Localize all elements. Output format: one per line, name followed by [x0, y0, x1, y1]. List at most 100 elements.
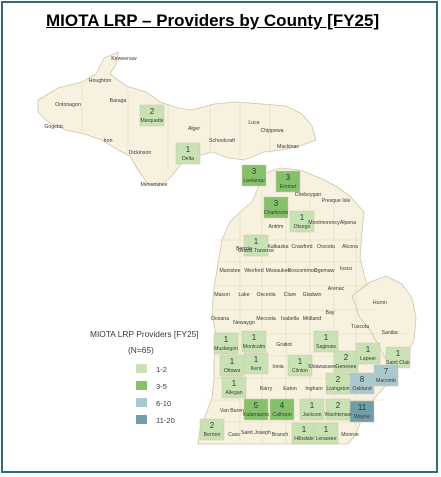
county-fill-allegan [221, 376, 247, 399]
county-name-sanilac: Sanilac [381, 330, 398, 336]
county-fill-charlevoix [263, 196, 289, 219]
county-name-branch: Branch [272, 432, 289, 438]
county-count-muskegon: 1 [224, 335, 229, 344]
county-name-genesee: Genesee [335, 364, 356, 370]
county-name-benzie: Benzie [236, 246, 252, 252]
county-fill-marquette [139, 104, 165, 127]
county-fill-emmet [275, 170, 301, 193]
county-count-marquette: 2 [150, 107, 155, 116]
county-fill-kent [243, 352, 269, 375]
county-name-muskegon: Muskegon [214, 346, 238, 352]
county-name-van-buren: Van Buren [220, 408, 244, 414]
county-fill-calhoun [269, 398, 295, 421]
county-name-tuscola: Tuscola [351, 324, 369, 330]
county-name-lenawee: Lenawee [315, 436, 336, 442]
county-name-lake: Lake [238, 292, 249, 298]
legend-label-6-10: 6-10 [156, 399, 171, 408]
county-count-allegan: 1 [232, 379, 237, 388]
county-name-kent: Kent [251, 366, 262, 372]
county-name-eaton: Eaton [283, 386, 297, 392]
county-name-saint-clair: Saint Clair [386, 360, 410, 366]
county-name-oscoda: Oscoda [317, 244, 335, 250]
county-fill-otsego [289, 210, 315, 233]
county-name-menominee: Menominee [140, 182, 167, 188]
county-name-schoolcraft: Schoolcraft [209, 138, 236, 144]
county-name-ottawa: Ottawa [224, 368, 241, 374]
county-name-manistee: Manistee [219, 268, 240, 274]
legend-swatch-11-20 [136, 415, 147, 424]
county-name-alger: Alger [188, 126, 200, 132]
county-name-otsego: Otsego [294, 224, 311, 230]
county-name-clare: Clare [284, 292, 297, 298]
legend-label-1-2: 1-2 [156, 365, 167, 374]
county-count-charlevoix: 3 [274, 199, 279, 208]
county-count-genesee: 2 [344, 353, 349, 362]
county-fill-macomb [373, 364, 399, 387]
county-name-gratiot: Gratiot [276, 342, 292, 348]
county-count-wayne: 11 [358, 403, 367, 412]
legend-swatch-1-2 [136, 364, 147, 373]
upper-peninsula-land [37, 51, 317, 187]
county-count-berrien: 2 [210, 421, 215, 430]
county-name-oakland: Oakland [352, 386, 371, 392]
county-count-clinton: 1 [298, 357, 303, 366]
county-name-marquette: Marquette [140, 118, 163, 124]
county-count-washtenaw: 2 [336, 401, 341, 410]
county-fill-montcalm [241, 330, 267, 353]
county-name-emmet: Emmet [280, 184, 297, 190]
county-name-arenac: Arenac [328, 286, 345, 292]
county-name-huron: Huron [373, 300, 387, 306]
county-name-mackinac: Mackinac [277, 144, 299, 150]
county-name-iron: Iron [104, 138, 113, 144]
county-name-saint-joseph: Saint Joseph [241, 430, 271, 436]
county-name-cheboygan: Cheboygan [295, 192, 322, 198]
county-name-berrien: Berrien [204, 432, 221, 438]
county-name-missaukee: Missaukee [266, 268, 291, 274]
county-fill-delta [175, 142, 201, 165]
county-fills [139, 104, 411, 445]
county-name-delta: Delta [182, 156, 194, 162]
county-name-charlevoix: Charlevoix [264, 210, 289, 216]
county-fill-kalamazoo [243, 398, 269, 421]
county-name-iosco: Iosco [340, 266, 353, 272]
county-count-hillsdale: 1 [302, 425, 307, 434]
county-count-montcalm: 1 [252, 333, 257, 342]
county-name-ionia: Ionia [272, 364, 283, 370]
county-name-ogemaw: Ogemaw [314, 268, 335, 274]
county-name-crawford: Crawford [291, 244, 312, 250]
county-fill-wayne [349, 400, 375, 423]
county-name-keweenaw: Keweenaw [111, 56, 137, 62]
county-name-monroe: Monroe [341, 432, 359, 438]
county-name-ontonagon: Ontonagon [55, 102, 81, 108]
county-name-montmorency: Montmorency [308, 220, 340, 226]
county-name-hillsdale: Hillsdale [294, 436, 314, 442]
county-name-baraga: Baraga [110, 98, 127, 104]
county-name-chippewa: Chippewa [260, 128, 283, 134]
county-count-saint-clair: 1 [396, 349, 401, 358]
county-name-washtenaw: Washtenaw [325, 412, 352, 418]
county-count-lenawee: 1 [324, 425, 329, 434]
county-name-allegan: Allegan [225, 390, 242, 396]
county-name-oceana: Oceana [211, 316, 229, 322]
county-fill-jackson [299, 398, 325, 421]
county-name-antrim: Antrim [269, 224, 284, 230]
county-count-emmet: 3 [286, 173, 291, 182]
county-name-barry: Barry [260, 386, 273, 392]
county-fill-muskegon [213, 332, 239, 355]
county-name-clinton: Clinton [292, 368, 308, 374]
county-name-kalamazoo: Kalamazoo [243, 412, 269, 418]
county-count-jackson: 1 [310, 401, 315, 410]
county-count-otsego: 1 [300, 213, 305, 222]
county-name-dickinson: Dickinson [129, 150, 152, 156]
county-count-kent: 1 [254, 355, 259, 364]
legend-title: MIOTA LRP Providers [FY25] [90, 329, 199, 339]
county-name-leelanau: Leelanau [243, 178, 264, 184]
county-name-alpena: Alpena [340, 220, 356, 226]
county-name-montcalm: Montcalm [243, 344, 266, 350]
county-name-osceola: Osceola [256, 292, 275, 298]
county-name-luce: Luce [248, 120, 259, 126]
county-name-mecosta: Mecosta [256, 316, 276, 322]
county-fill-lenawee [313, 422, 339, 445]
legend-subtitle: (N=65) [128, 345, 154, 355]
